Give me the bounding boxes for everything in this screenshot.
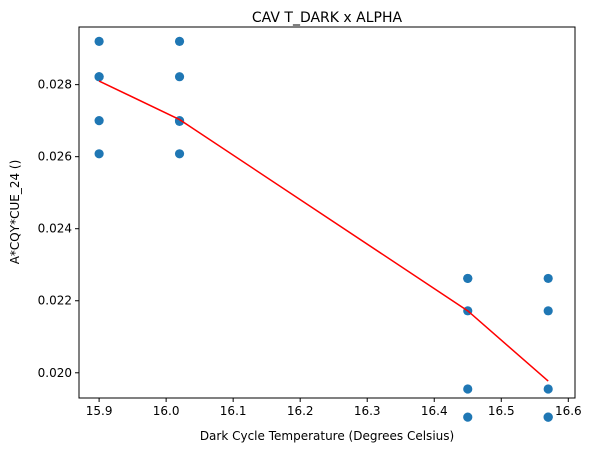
x-tick-label: 16.6	[555, 404, 582, 418]
x-tick-label: 16.4	[421, 404, 448, 418]
scatter-point	[94, 149, 104, 159]
scatter-point	[463, 273, 473, 284]
scatter-point	[174, 149, 185, 159]
x-tick-label: 16.1	[220, 404, 247, 418]
y-tick-label: 0.026	[38, 150, 72, 164]
x-tick-label: 16.3	[354, 404, 381, 418]
chart-title: CAV T_DARK x ALPHA	[252, 10, 403, 26]
scatter-point	[543, 412, 553, 422]
x-tick-label: 16.5	[488, 404, 515, 418]
scatter-point	[543, 273, 553, 284]
scatter-point	[543, 306, 553, 316]
scatter-point	[94, 72, 104, 82]
x-axis-label: Dark Cycle Temperature (Degrees Celsius)	[200, 429, 454, 443]
scatter-point	[94, 116, 104, 126]
y-tick-label: 0.028	[38, 78, 72, 92]
y-tick-label: 0.020	[38, 366, 72, 380]
fit-line-series	[98, 80, 549, 382]
y-axis: 0.020 0.022 0.024 0.026 0.028	[38, 78, 79, 380]
scatter-point	[543, 384, 553, 394]
scatter-series	[94, 36, 553, 422]
y-tick-label: 0.024	[38, 222, 72, 236]
y-tick-label: 0.022	[38, 294, 72, 308]
scatter-point	[174, 36, 185, 47]
y-axis-label: A*CQY*CUE_24 ()	[8, 160, 22, 265]
fit-line	[98, 80, 549, 382]
scatter-point	[94, 36, 104, 47]
x-tick-label: 16.0	[153, 404, 180, 418]
plot-area-frame	[78, 26, 576, 399]
scatter-point	[174, 72, 185, 82]
x-axis: 15.9 16.0 16.1 16.2 16.3 16.4 16.5 16.6	[86, 398, 582, 418]
x-tick-label: 15.9	[86, 404, 113, 418]
x-tick-label: 16.2	[287, 404, 314, 418]
scatter-point	[463, 384, 473, 394]
scatter-point	[463, 412, 473, 422]
